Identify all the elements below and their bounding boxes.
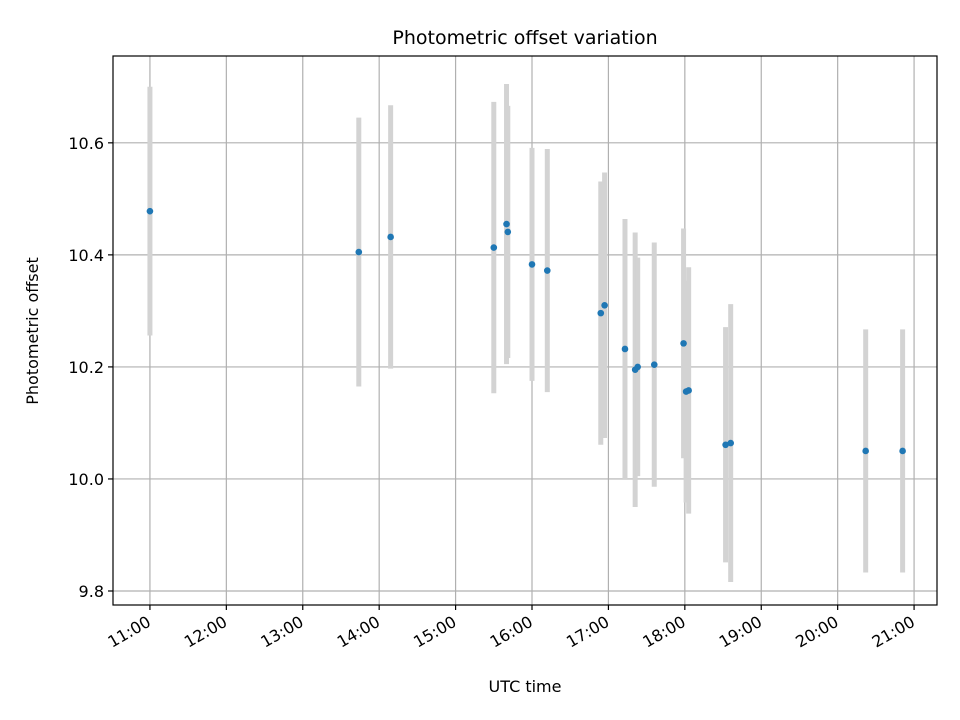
y-axis-label: Photometric offset [23, 257, 42, 405]
data-point-7 [543, 267, 551, 274]
data-point-8 [597, 309, 605, 317]
data-point-20 [899, 447, 906, 455]
data-point-13 [650, 361, 658, 368]
data-point-9 [601, 301, 608, 309]
data-point-18 [727, 439, 734, 447]
y-tick-label-0: 9.8 [79, 582, 104, 601]
y-tick-label-1: 10.0 [68, 470, 104, 489]
data-point-12 [634, 363, 642, 371]
y-tick-label-3: 10.4 [68, 246, 104, 265]
data-point-3 [490, 244, 498, 251]
data-point-6 [528, 261, 536, 268]
data-point-4 [503, 220, 510, 228]
data-point-14 [680, 340, 687, 347]
y-tick-label-4: 10.6 [68, 134, 104, 153]
data-point-16 [685, 387, 692, 394]
data-point-2 [387, 233, 394, 241]
x-axis-label: UTC time [489, 677, 562, 696]
grid [113, 56, 937, 605]
data-point-19 [862, 447, 869, 455]
data-point-5 [504, 228, 512, 236]
data-points [146, 207, 906, 455]
data-point-0 [146, 207, 154, 215]
y-axis-ticks: 9.8 10.0 10.2 10.4 10.6 [68, 134, 113, 601]
plot-frame [112, 55, 938, 606]
y-tick-label-2: 10.2 [68, 358, 104, 377]
data-point-1 [355, 248, 363, 256]
data-point-17 [722, 441, 729, 449]
chart-title: Photometric offset variation [392, 27, 657, 49]
data-point-10 [621, 345, 629, 353]
